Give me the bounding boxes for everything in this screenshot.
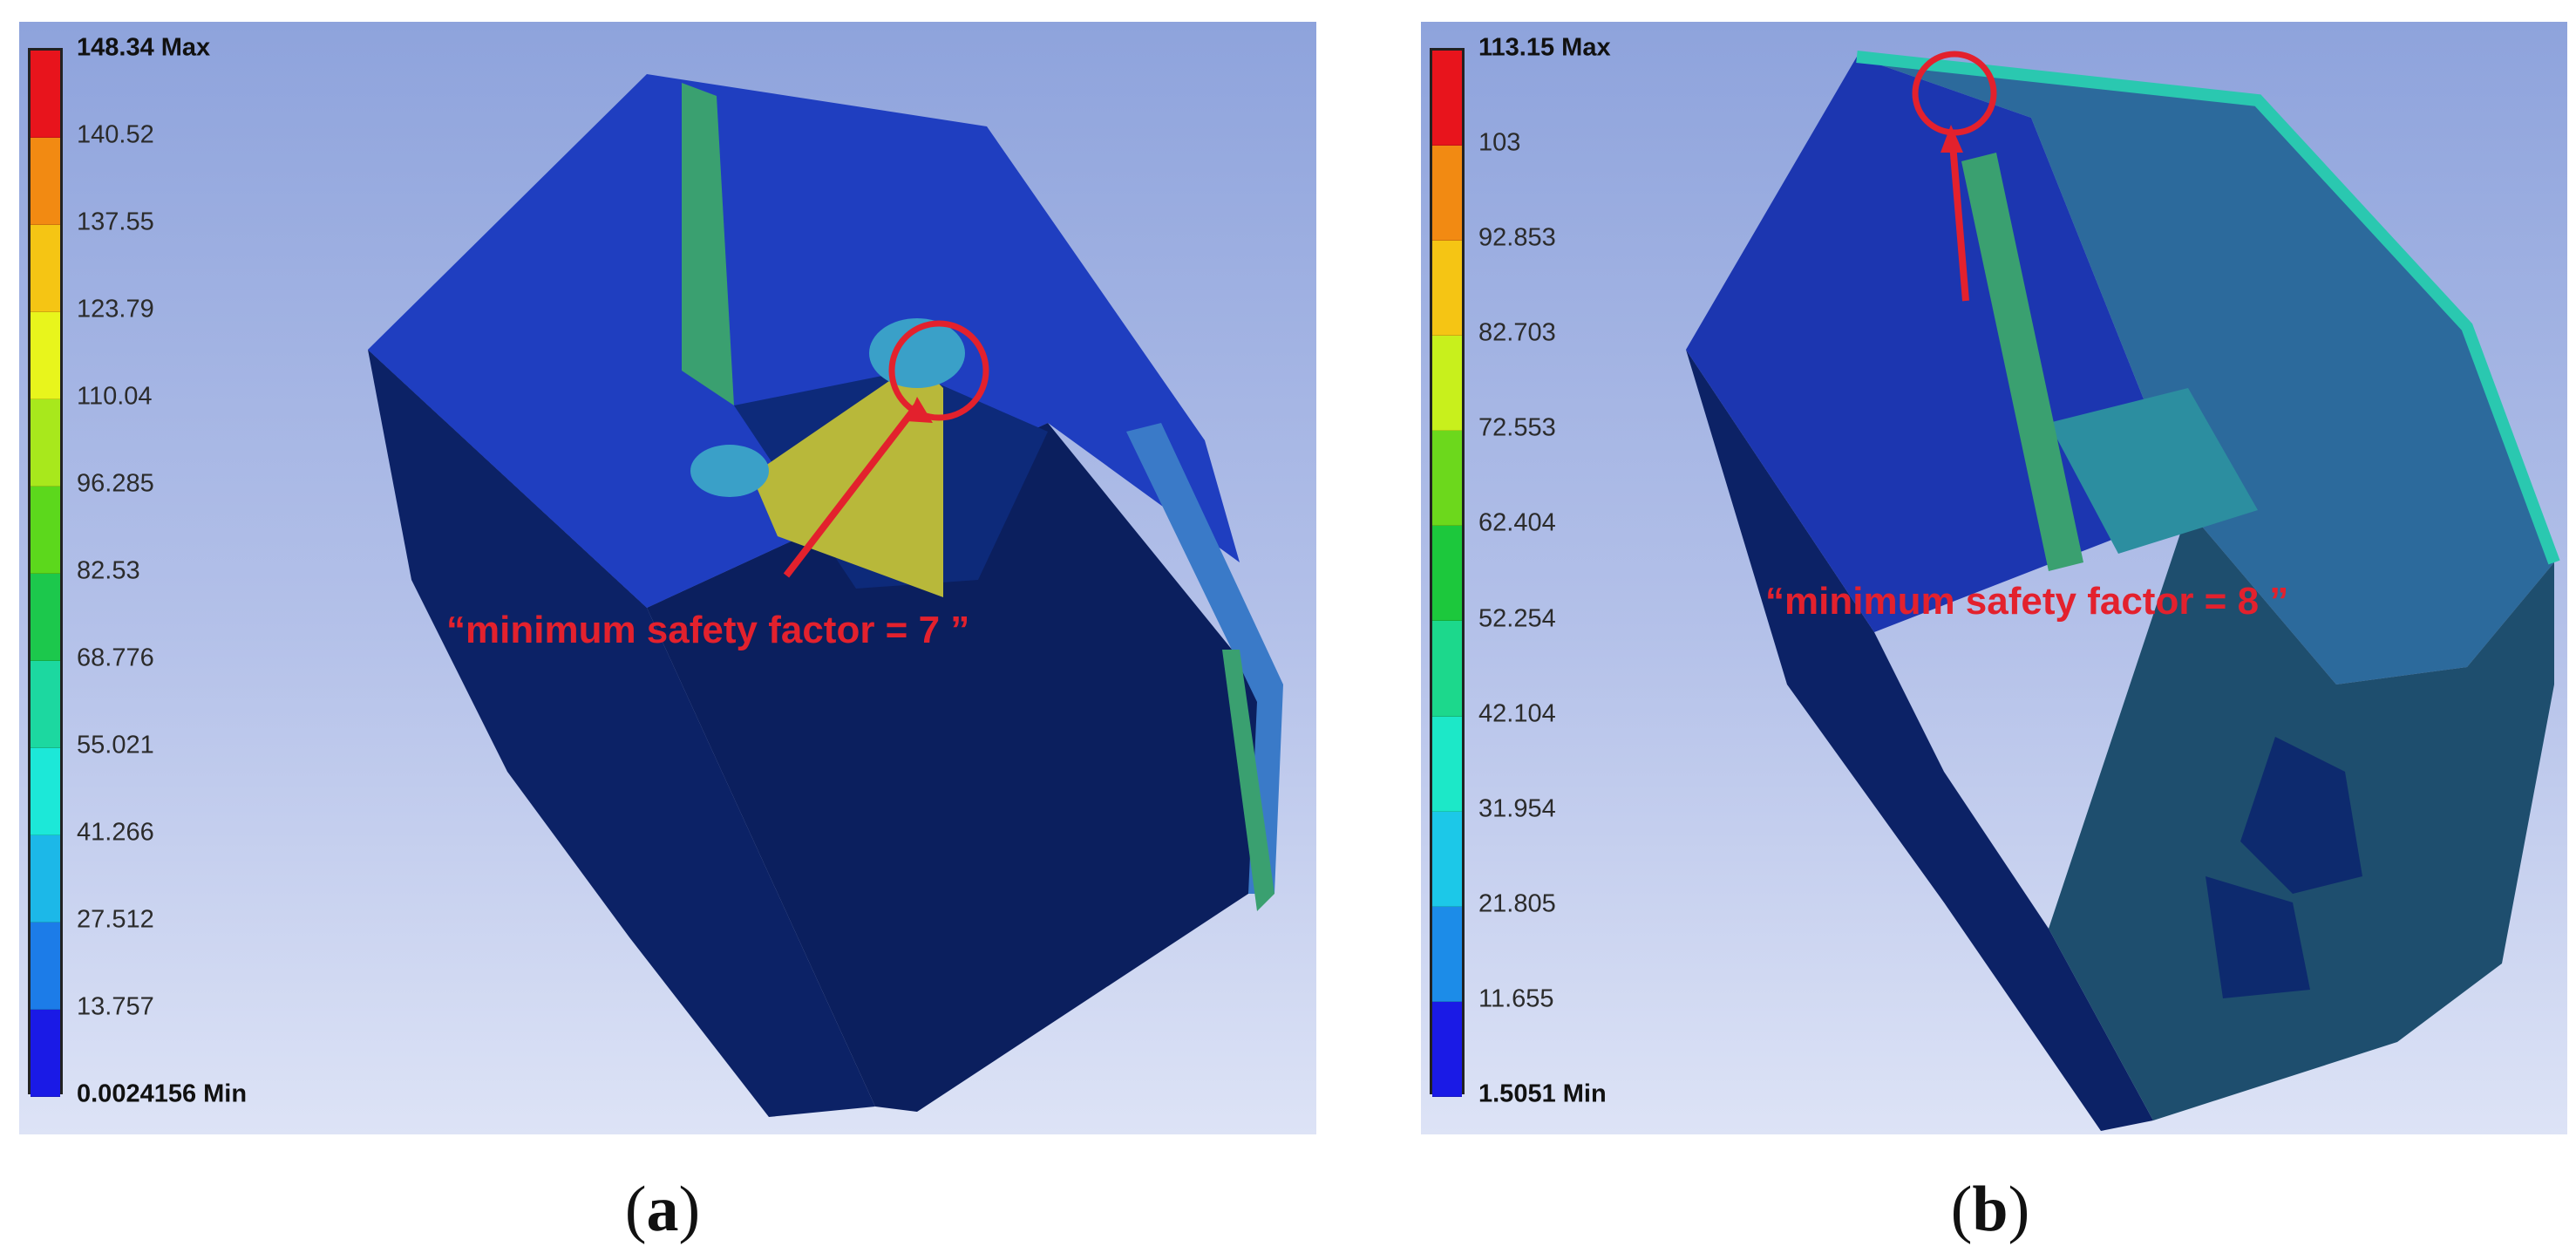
color-scale-tick-label: 62.404: [1478, 508, 1556, 537]
simulation-viewport-b: 113.15 Max 103 92.853 82.703 72.553 62.404 52.…: [1421, 22, 2567, 1134]
color-scale-segment: [1432, 1001, 1462, 1097]
color-scale-segment: [1432, 241, 1462, 337]
color-scale-segment: [31, 923, 60, 1010]
color-scale-segment: [31, 399, 60, 487]
color-scale-segment: [31, 51, 60, 138]
color-scale-segment: [31, 574, 60, 661]
color-scale-tick-label: 41.266: [77, 818, 154, 847]
color-scale-segment: [1432, 811, 1462, 907]
color-scale-max-label: 113.15 Max: [1478, 33, 1611, 62]
color-scale-segment: [1432, 906, 1462, 1002]
color-scale-segment: [31, 312, 60, 399]
stress-zone-left: [690, 445, 769, 497]
annotation-text-a: “minimum safety factor = 7 ”: [446, 609, 970, 651]
model-left-face: [368, 350, 875, 1117]
color-scale-segment: [31, 661, 60, 748]
annotation-arrow: [783, 403, 921, 578]
color-scale-segment: [31, 487, 60, 574]
model-frame: [368, 74, 1240, 608]
color-scale-tick-label: 82.53: [77, 556, 140, 585]
panel-b: 113.15 Max 103 92.853 82.703 72.553 62.404 52.…: [1412, 0, 2576, 1253]
color-scale-tick-label: 103: [1478, 128, 1521, 157]
fea-model-b: [1686, 51, 2560, 1131]
color-scale-tick-label: 27.512: [77, 905, 154, 934]
model-left-face: [1686, 350, 2153, 1131]
color-scale-segment: [1432, 431, 1462, 527]
color-scale-tick-label: 68.776: [77, 644, 154, 672]
stress-patch-1: [2240, 737, 2362, 894]
color-scale-segment: [31, 835, 60, 923]
color-scale-tick-label: 13.757: [77, 992, 154, 1021]
color-scale-bar-a: [28, 48, 63, 1097]
color-scale-segment: [31, 225, 60, 312]
color-scale-segment: [1432, 621, 1462, 717]
color-scale-min-label: 0.0024156 Min: [77, 1079, 248, 1108]
color-scale-segment: [1432, 336, 1462, 432]
annotation-arrowhead: [1940, 125, 1963, 153]
color-scale-tick-label: 21.805: [1478, 889, 1556, 918]
annotation-text-b: “minimum safety factor = 8 ”: [1765, 580, 2289, 623]
color-scale-segment: [31, 748, 60, 835]
caption-b: (b): [1950, 1174, 2030, 1245]
color-scale-tick-label: 140.52: [77, 120, 154, 149]
model-rib: [2049, 388, 2258, 554]
color-scale-segment: [31, 138, 60, 225]
model-rib-edge: [1961, 153, 2083, 571]
simulation-viewport-a: 148.34 Max 140.52 137.55 123.79 110.04 96.285…: [19, 22, 1316, 1134]
color-scale-tick-label: 137.55: [77, 208, 154, 236]
fea-model-a: [368, 74, 1283, 1117]
color-scale-tick-label: 96.285: [77, 469, 154, 498]
color-scale-segment: [1432, 51, 1462, 146]
model-front-face: [647, 423, 1274, 1112]
color-scale-tick-label: 55.021: [77, 731, 154, 759]
color-scale-tick-label: 52.254: [1478, 604, 1556, 633]
color-scale-tick-label: 123.79: [77, 295, 154, 323]
color-scale-segment: [1432, 146, 1462, 242]
annotation-arrow: [1949, 143, 1969, 302]
model-right-edge-green: [1222, 650, 1274, 911]
hotspot-circle: [888, 320, 989, 421]
panel-a: 148.34 Max 140.52 137.55 123.79 110.04 96.285…: [19, 22, 1316, 1245]
model-gusset: [751, 362, 943, 597]
annotation-arrowhead: [907, 397, 933, 423]
color-scale-tick-label: 11.655: [1478, 984, 1554, 1013]
hotspot-circle: [1912, 51, 1997, 136]
caption-a: (a): [624, 1174, 701, 1245]
color-scale-tick-label: 82.703: [1478, 318, 1556, 347]
model-right-face: [1857, 57, 2554, 684]
stress-patch-2: [2206, 876, 2310, 998]
color-scale-tick-label: 92.853: [1478, 223, 1556, 252]
color-scale-tick-label: 42.104: [1478, 699, 1556, 728]
color-scale-segment: [1432, 526, 1462, 622]
color-scale-tick-label: 31.954: [1478, 794, 1556, 823]
color-scale-tick-label: 72.553: [1478, 413, 1556, 442]
color-scale-segment: [31, 1010, 60, 1097]
model-inner-wall-green: [682, 83, 734, 405]
color-scale-tick-label: 110.04: [77, 382, 153, 411]
color-scale-max-label: 148.34 Max: [77, 33, 211, 62]
color-scale-min-label: 1.5051 Min: [1478, 1079, 1607, 1108]
color-scale-segment: [1432, 716, 1462, 812]
color-scale-bar-b: [1430, 48, 1465, 1097]
model-rim: [1856, 51, 2560, 565]
